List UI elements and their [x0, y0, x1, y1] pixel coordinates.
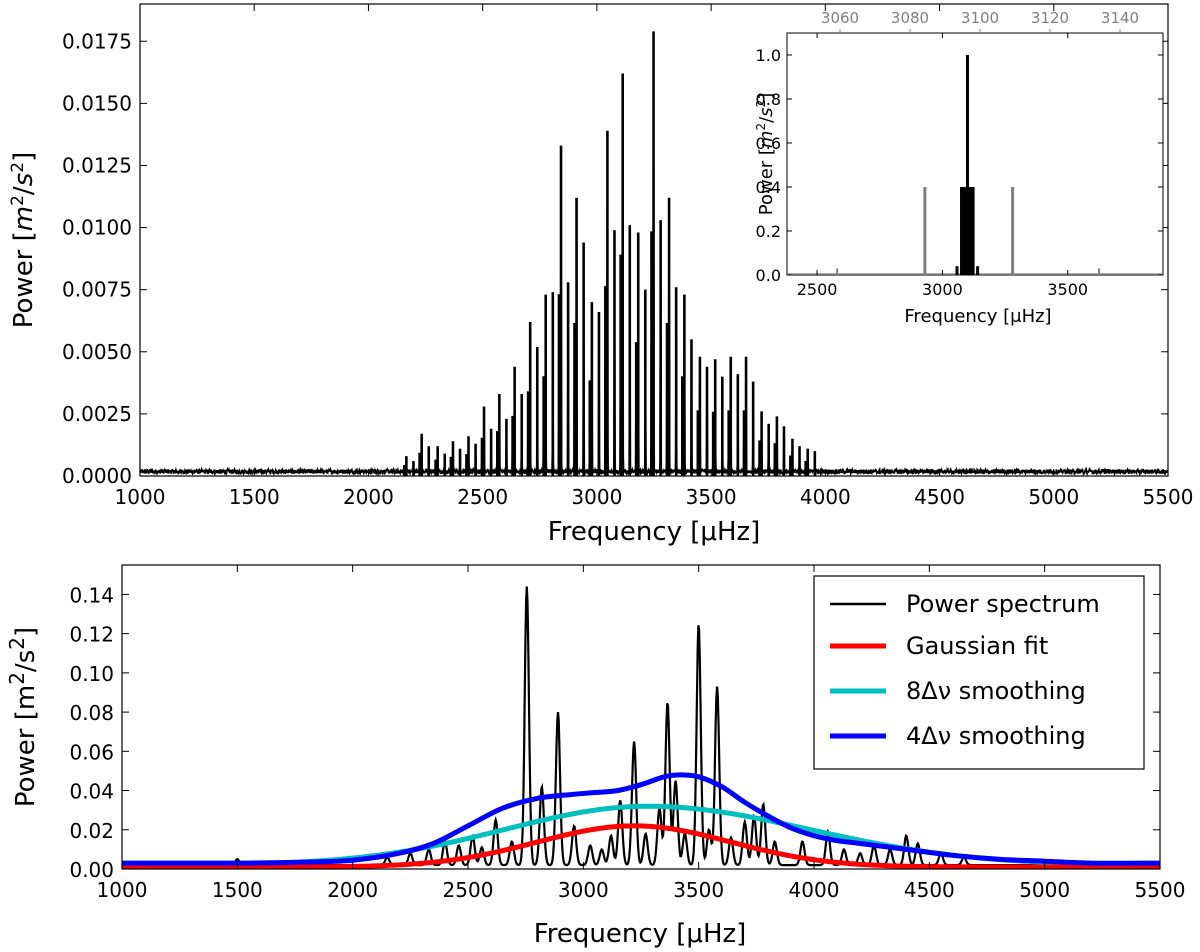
- x-tick-label: 1500: [229, 485, 280, 509]
- top-x-tick-label: 3060: [821, 9, 859, 27]
- y-tick-label: 0.10: [69, 662, 114, 686]
- y-tick-label: 0.0: [756, 266, 781, 285]
- inset-window-function: [787, 55, 1163, 275]
- y-tick-label: 0.6: [756, 134, 781, 153]
- gray-window-peak: [836, 268, 839, 275]
- y-tick-label: 0.08: [69, 701, 114, 725]
- top-x-tick-label: 3100: [961, 9, 999, 27]
- y-tick-label: 0.12: [69, 623, 114, 647]
- legend: Power spectrum Gaussian fit 8Δν smoothin…: [813, 575, 1145, 770]
- top-x-tick-label: 3120: [1031, 9, 1069, 27]
- x-tick-label: 4500: [904, 878, 955, 902]
- x-tick-label: 3000: [922, 280, 963, 299]
- x-tick-label: 4000: [800, 485, 851, 509]
- x-tick-label: 3500: [673, 878, 724, 902]
- x-tick-label: 2500: [797, 280, 838, 299]
- y-tick-label: 0.04: [69, 780, 114, 804]
- y-tick-label: 0.2: [756, 222, 781, 241]
- bottom-chart: 1000 1500 2000 2500 3000 3500 4000 4500 5000 5500…: [5, 564, 1185, 949]
- black-window-peak: [960, 187, 964, 275]
- x-tick-label: 3000: [571, 485, 622, 509]
- legend-label-power-spectrum: Power spectrum: [906, 590, 1100, 618]
- x-tick-label: 5500: [1135, 878, 1186, 902]
- smoothing-4dnu-line: [122, 772, 1160, 866]
- bottom-x-axis-label: Frequency [μHz]: [534, 919, 747, 949]
- y-tick-label: 0.8: [756, 90, 781, 109]
- y-tick-label: 0.0075: [62, 278, 132, 302]
- gray-window-peak: [1098, 268, 1101, 275]
- x-tick-label: 3500: [686, 485, 737, 509]
- smoothing-8dnu-line: [122, 803, 1160, 868]
- x-tick-label: 4000: [789, 878, 840, 902]
- y-tick-label: 0.0100: [62, 216, 132, 240]
- black-window-peak: [968, 187, 972, 275]
- bottom-series: [122, 586, 1160, 869]
- x-tick-label: 2500: [457, 485, 508, 509]
- inset-chart: 2500 3000 3500 0.0 0.2 0.4 0.6 0.8 1.0 3060 3080 31…: [754, 9, 1164, 327]
- x-tick-label: 5000: [1028, 485, 1079, 509]
- y-tick-label: 0.0000: [62, 464, 132, 488]
- black-window-peak: [955, 266, 959, 275]
- x-tick-label: 5500: [1143, 485, 1194, 509]
- x-tick-label: 4500: [914, 485, 965, 509]
- top-y-axis-label: Power [m2/s2]: [8, 152, 39, 328]
- x-tick-label: 1500: [212, 878, 263, 902]
- top-spectrum: [139, 31, 1169, 477]
- top-axes: 1000 1500 2000 2500 3000 3500 4000 4500 5000 5500…: [62, 4, 1193, 509]
- y-tick-label: 0.0175: [62, 29, 132, 53]
- x-tick-label: 2000: [327, 878, 378, 902]
- x-tick-label: 2000: [343, 485, 394, 509]
- gray-window-peak: [923, 187, 927, 275]
- y-tick-label: 0.4: [756, 178, 781, 197]
- x-tick-label: 1000: [115, 485, 166, 509]
- black-window-peak: [965, 55, 969, 275]
- x-tick-label: 1000: [97, 878, 148, 902]
- top-x-axis-label: Frequency [μHz]: [548, 517, 761, 547]
- y-tick-label: 0.0150: [62, 91, 132, 115]
- black-window-peak: [963, 187, 967, 275]
- y-tick-label: 0.0050: [62, 340, 132, 364]
- black-window-peak: [961, 187, 965, 275]
- legend-label-8dnu-smoothing: 8Δν smoothing: [906, 677, 1086, 705]
- x-tick-label: 2500: [443, 878, 494, 902]
- black-window-peak: [976, 266, 980, 275]
- legend-label-gaussian-fit: Gaussian fit: [906, 632, 1048, 660]
- top-x-tick-label: 3080: [891, 9, 929, 27]
- x-tick-label: 3000: [558, 878, 609, 902]
- y-tick-label: 1.0: [756, 46, 781, 65]
- gray-window-peak: [1011, 187, 1015, 275]
- y-tick-label: 0.02: [69, 819, 114, 843]
- black-window-peak: [969, 187, 973, 275]
- black-window-peak: [971, 187, 975, 275]
- y-tick-label: 0.00: [69, 858, 114, 882]
- bottom-plot-frame: [121, 564, 1161, 870]
- inset-plot-frame: [786, 32, 1164, 276]
- y-tick-label: 0.0125: [62, 153, 132, 177]
- gaussian-fit-line: [122, 823, 1160, 869]
- y-tick-label: 0.0025: [62, 402, 132, 426]
- inset-axes: 2500 3000 3500 0.0 0.2 0.4 0.6 0.8 1.0 3060 3080 31…: [756, 9, 1163, 299]
- legend-label-4dnu-smoothing: 4Δν smoothing: [906, 722, 1086, 750]
- bottom-axes: 1000 1500 2000 2500 3000 3500 4000 4500 5000 5500…: [69, 565, 1185, 902]
- inset-y-axis-label: Power [m2/s2]: [754, 93, 777, 216]
- top-chart: 1000 1500 2000 2500 3000 3500 4000 4500 5000 5500…: [8, 3, 1193, 547]
- x-tick-label: 5000: [1019, 878, 1070, 902]
- y-tick-label: 0.06: [69, 740, 114, 764]
- bottom-y-axis-label: Power [m2/s2]: [5, 627, 41, 807]
- y-tick-label: 0.14: [69, 583, 114, 607]
- x-tick-label: 3500: [1047, 280, 1088, 299]
- inset-x-axis-label: Frequency [μHz]: [904, 306, 1051, 327]
- top-x-tick-label: 3140: [1101, 9, 1139, 27]
